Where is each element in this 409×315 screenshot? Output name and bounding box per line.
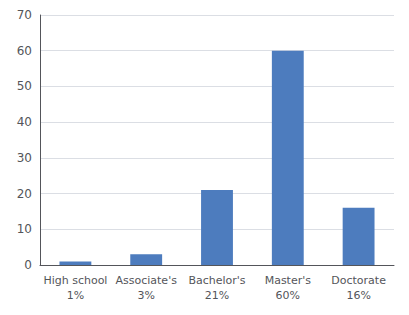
- svg-text:20: 20: [17, 187, 32, 201]
- svg-text:70: 70: [17, 8, 32, 22]
- svg-text:Doctorate: Doctorate: [331, 274, 386, 287]
- svg-text:40: 40: [17, 115, 32, 129]
- svg-text:0: 0: [24, 258, 32, 272]
- svg-text:Bachelor's: Bachelor's: [188, 274, 245, 287]
- svg-text:10: 10: [17, 222, 32, 236]
- svg-text:60: 60: [17, 44, 32, 58]
- svg-text:21%: 21%: [205, 289, 229, 302]
- svg-text:16%: 16%: [346, 289, 370, 302]
- svg-text:50: 50: [17, 79, 32, 93]
- svg-text:30: 30: [17, 151, 32, 165]
- svg-text:High school: High school: [43, 274, 107, 287]
- svg-text:Associate's: Associate's: [115, 274, 177, 287]
- svg-text:60%: 60%: [276, 289, 300, 302]
- svg-text:Master's: Master's: [265, 274, 312, 287]
- svg-text:1%: 1%: [67, 289, 84, 302]
- svg-text:3%: 3%: [137, 289, 154, 302]
